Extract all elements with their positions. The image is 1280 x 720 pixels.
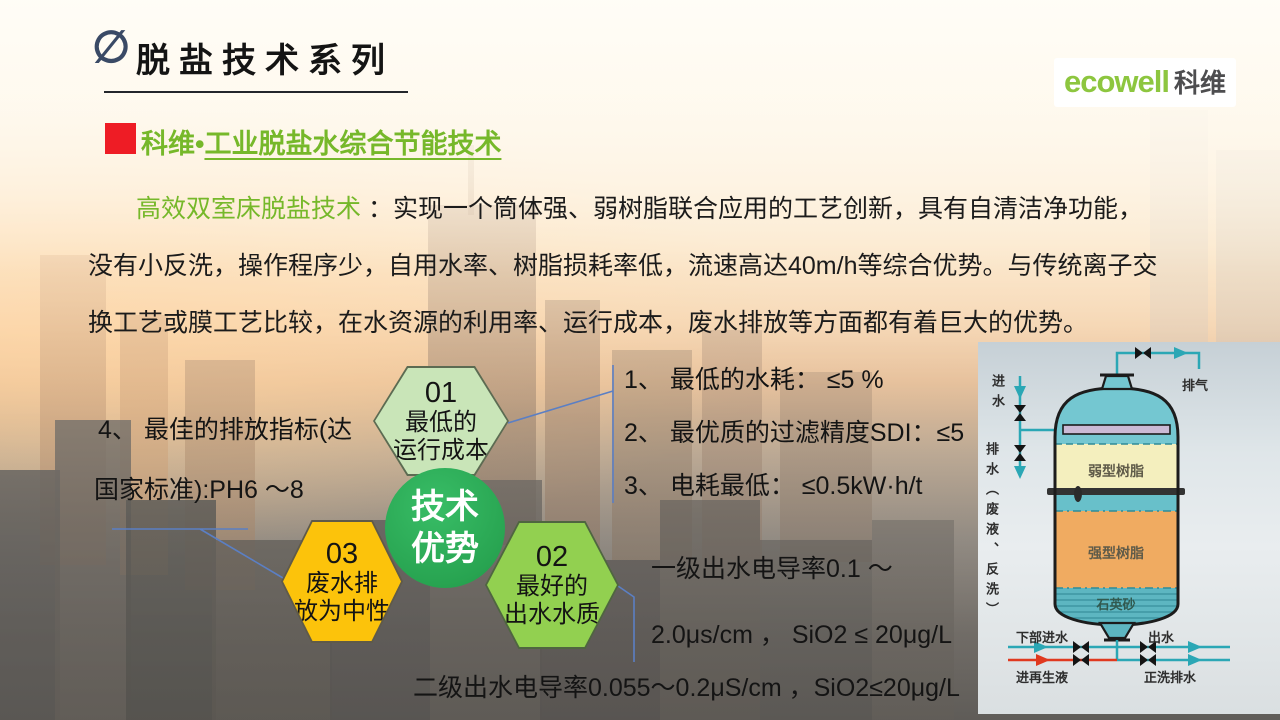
paragraph-line1-rest: ：实现一个筒体强、弱树脂联合应用的工艺创新，具有自清洁净功能， — [361, 195, 1143, 223]
vessel-diagram: 排气 进水 排水（废液、反洗） 弱型树脂 强型树脂 石英砂 下部进水 出水 进再… — [978, 342, 1280, 714]
valve-icon — [1073, 654, 1089, 666]
section-heading-prefix: 科维• — [141, 129, 205, 159]
logo-ecowell-text: ecowell — [1064, 64, 1170, 99]
advantage-item-4-line2: 国家标准):PH6 ～8 — [94, 476, 304, 504]
flange-bar — [1047, 488, 1185, 495]
flange-bolt — [1074, 486, 1082, 502]
paragraph-line: 没有小反洗，操作程序少，自用水率、树脂损耗率低，流速高达40m/h等综合优势。与… — [88, 252, 1158, 280]
bottom-nozzle — [1098, 621, 1136, 640]
strong-resin-label: 强型树脂 — [1088, 545, 1144, 561]
rinse-drain-label: 正洗排水 — [1144, 670, 1197, 685]
hexagon-03: 03 废水排 放为中性 — [281, 520, 403, 643]
valve-icon — [1140, 641, 1156, 653]
exhaust-label: 排气 — [1182, 378, 1209, 393]
tank-layers — [1055, 388, 1178, 625]
top-nozzle — [1100, 374, 1134, 391]
hexagon-01-number: 01 — [424, 377, 458, 409]
logo-kewei-text: 科维 — [1174, 68, 1227, 98]
paragraph-line: 高效双室床脱盐技术 ：实现一个筒体强、弱树脂联合应用的工艺创新，具有自清洁净功能… — [88, 181, 1208, 238]
arrow-icon — [1034, 641, 1048, 653]
bottom-inlet-label: 下部进水 — [1016, 630, 1069, 645]
valve-icon — [1135, 347, 1151, 359]
grade1-conductivity-line1: 一级出水电导率0.1 ～ — [651, 555, 893, 583]
tech-advantage-circle: 技术 优势 — [385, 468, 505, 588]
advantage-item-4-line1: 4、 最佳的排放指标(达 — [98, 416, 353, 444]
hexagon-03-label: 废水排 — [306, 569, 378, 597]
grade1-conductivity-line2: 2.0μs/cm ， SiO2 ≤ 20μg/L — [651, 621, 952, 649]
intro-paragraph: 高效双室床脱盐技术 ：实现一个筒体强、弱树脂联合应用的工艺创新，具有自清洁净功能… — [88, 181, 1208, 352]
title-underline — [104, 91, 408, 93]
hexagon-02-label: 出水水质 — [504, 601, 600, 628]
valve-icon — [1140, 654, 1156, 666]
inlet-label: 进水 — [990, 374, 1005, 414]
vessel-schematic — [978, 342, 1280, 714]
section-heading: 科维•工业脱盐水综合节能技术 — [141, 122, 501, 161]
advantage-item-2: 2、 最优质的过滤精度SDI：≤5 — [624, 419, 965, 447]
vessel-tank-outline — [1053, 386, 1180, 627]
circle-label-line: 优势 — [411, 530, 479, 568]
slashed-circle-icon: ∅ — [92, 23, 131, 72]
advantage-item-1: 1、 最低的水耗： ≤5 % — [624, 366, 884, 394]
valve-icon — [1073, 641, 1089, 653]
weak-resin-label: 弱型树脂 — [1088, 463, 1144, 479]
paragraph-lead: 高效双室床脱盐技术 — [136, 195, 362, 223]
distributor-bar — [1062, 424, 1171, 435]
hexagon-03-label: 放为中性 — [294, 597, 390, 625]
circle-label-line: 技术 — [411, 488, 479, 526]
hexagon-01-label: 最低的 — [405, 409, 477, 436]
outlet-label: 出水 — [1148, 630, 1175, 645]
paragraph-line: 换工艺或膜工艺比较，在水资源的利用率、运行成本，废水排放等方面都有着巨大的优势。 — [88, 309, 1089, 337]
exhaust-pipe — [1115, 351, 1201, 376]
hexagon-03-number: 03 — [325, 537, 359, 570]
regen-inlet-label: 进再生液 — [1016, 670, 1069, 685]
arrow-icon — [1014, 466, 1026, 479]
arrow-icon — [1188, 654, 1202, 666]
drain-label: 排水（废液、反洗） — [984, 442, 999, 622]
arrow-icon — [1174, 347, 1188, 359]
logo: ecowell 科维 — [1054, 58, 1237, 107]
arrow-icon — [1036, 654, 1050, 666]
valve-icon — [1014, 405, 1026, 421]
grade2-conductivity: 二级出水电导率0.055～0.2μS/cm ，SiO2≤20μg/L — [413, 674, 960, 702]
page-title: 脱盐技术系列 — [136, 42, 394, 80]
hexagon-02-number: 02 — [535, 541, 569, 573]
valve-icon — [1014, 445, 1026, 461]
advantage-item-3: 3、 电耗最低： ≤0.5kW·h/t — [624, 472, 923, 500]
quartz-sand-label: 石英砂 — [1096, 597, 1136, 612]
arrow-icon — [1014, 386, 1026, 399]
arrow-icon — [1188, 641, 1202, 653]
hexagon-02-label: 最好的 — [516, 573, 588, 600]
red-square-bullet — [105, 123, 136, 154]
hexagon-01-label: 运行成本 — [393, 437, 489, 464]
section-heading-underlined: 工业脱盐水综合节能技术 — [204, 129, 502, 159]
